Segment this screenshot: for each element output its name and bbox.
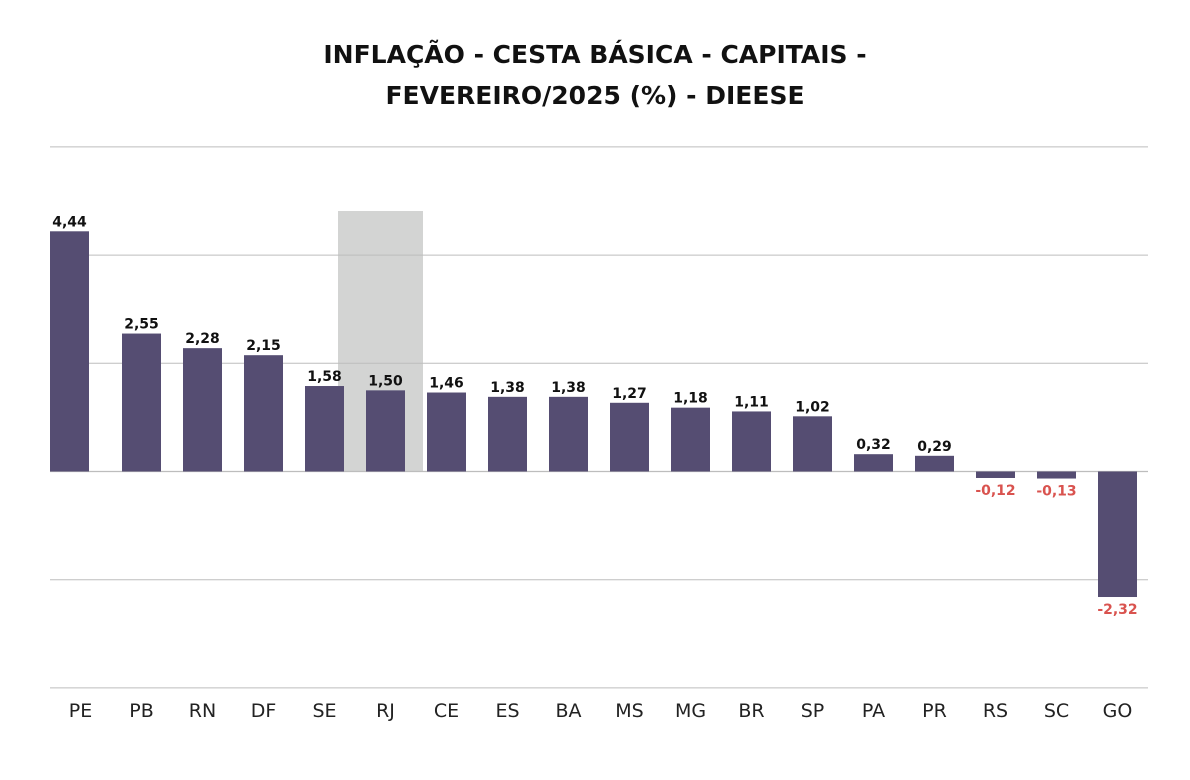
bar-es bbox=[488, 396, 527, 472]
value-label-pe: 4,44 bbox=[52, 214, 87, 230]
chart-title: INFLAÇÃO - CESTA BÁSICA - CAPITAIS - FEV… bbox=[0, 34, 1190, 116]
category-label-pe: PE bbox=[69, 700, 92, 722]
value-label-pr: 0,29 bbox=[917, 439, 952, 455]
value-label-ba: 1,38 bbox=[551, 380, 586, 396]
category-label-ms: MS bbox=[615, 700, 643, 722]
chart-title-line-1: INFLAÇÃO - CESTA BÁSICA - CAPITAIS - bbox=[323, 40, 867, 69]
category-label-pa: PA bbox=[862, 700, 885, 722]
value-label-rs: -0,12 bbox=[975, 483, 1015, 499]
bar-pr bbox=[915, 455, 954, 472]
value-label-se: 1,58 bbox=[307, 369, 342, 385]
bar-pa bbox=[854, 454, 893, 472]
category-label-go: GO bbox=[1103, 700, 1133, 722]
bar-ce bbox=[427, 392, 466, 472]
category-label-rs: RS bbox=[983, 700, 1008, 722]
category-label-sp: SP bbox=[801, 700, 825, 722]
bar-pe bbox=[50, 231, 89, 472]
bar-go bbox=[1098, 471, 1137, 598]
category-label-pb: PB bbox=[129, 700, 154, 722]
value-label-es: 1,38 bbox=[490, 380, 525, 396]
bar-se bbox=[305, 386, 344, 472]
category-label-df: DF bbox=[251, 700, 277, 722]
value-label-ce: 1,46 bbox=[429, 376, 464, 392]
bar-br bbox=[732, 411, 771, 472]
value-label-go: -2,32 bbox=[1097, 602, 1137, 618]
value-label-rj: 1,50 bbox=[368, 373, 403, 389]
value-label-rn: 2,28 bbox=[185, 331, 220, 347]
category-label-mg: MG bbox=[675, 700, 706, 722]
bar-rn bbox=[183, 348, 222, 472]
value-label-pb: 2,55 bbox=[124, 317, 159, 333]
category-label-ce: CE bbox=[434, 700, 459, 722]
bar-df bbox=[244, 355, 283, 472]
category-label-sc: SC bbox=[1044, 700, 1069, 722]
category-label-ba: BA bbox=[555, 700, 581, 722]
value-label-pa: 0,32 bbox=[856, 437, 891, 453]
value-label-br: 1,11 bbox=[734, 394, 769, 410]
category-label-se: SE bbox=[312, 700, 336, 722]
bar-rj bbox=[366, 390, 405, 472]
value-label-sc: -0,13 bbox=[1036, 484, 1076, 500]
category-label-br: BR bbox=[738, 700, 764, 722]
bar-mg bbox=[671, 407, 710, 472]
bar-sc bbox=[1037, 471, 1076, 479]
value-label-mg: 1,18 bbox=[673, 391, 708, 407]
bar-pb bbox=[122, 333, 161, 472]
bar-rs bbox=[976, 471, 1015, 478]
category-label-rj: RJ bbox=[376, 700, 395, 722]
category-label-es: ES bbox=[495, 700, 519, 722]
value-label-sp: 1,02 bbox=[795, 399, 830, 415]
category-label-pr: PR bbox=[922, 700, 947, 722]
category-label-rn: RN bbox=[189, 700, 216, 722]
value-label-ms: 1,27 bbox=[612, 386, 647, 402]
bar-ms bbox=[610, 402, 649, 472]
value-label-df: 2,15 bbox=[246, 338, 281, 354]
bar-ba bbox=[549, 396, 588, 472]
bar-sp bbox=[793, 416, 832, 472]
chart-title-line-2: FEVEREIRO/2025 (%) - DIEESE bbox=[385, 81, 805, 110]
